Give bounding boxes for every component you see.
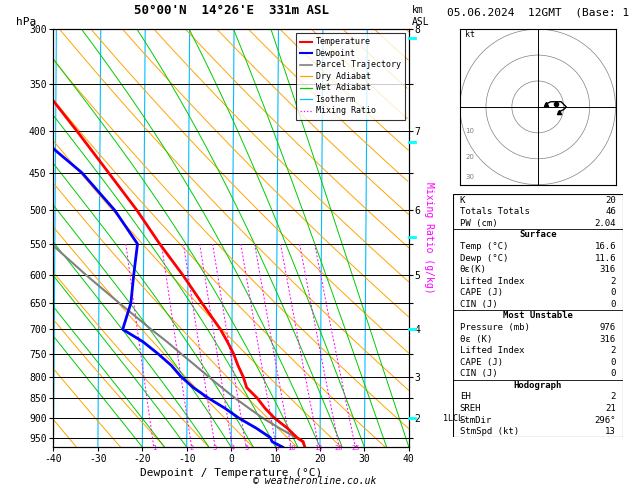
Text: 46: 46 [605, 207, 616, 216]
Text: 0: 0 [611, 300, 616, 309]
Text: 16.6: 16.6 [594, 242, 616, 251]
Text: 2: 2 [189, 445, 194, 451]
Text: 11.6: 11.6 [594, 254, 616, 262]
Text: 15: 15 [314, 445, 323, 451]
Text: 0: 0 [611, 358, 616, 366]
Text: 2.04: 2.04 [594, 219, 616, 228]
Text: Temp (°C): Temp (°C) [460, 242, 508, 251]
Text: CIN (J): CIN (J) [460, 369, 498, 378]
Text: 05.06.2024  12GMT  (Base: 12): 05.06.2024 12GMT (Base: 12) [447, 7, 629, 17]
Text: 3: 3 [213, 445, 217, 451]
Text: Surface: Surface [519, 230, 557, 240]
Text: Lifted Index: Lifted Index [460, 346, 524, 355]
Text: 2: 2 [611, 392, 616, 401]
Text: θε (K): θε (K) [460, 334, 492, 344]
Text: 2: 2 [611, 277, 616, 286]
Text: CAPE (J): CAPE (J) [460, 358, 503, 366]
Text: 20: 20 [605, 196, 616, 205]
Text: PW (cm): PW (cm) [460, 219, 498, 228]
Text: km
ASL: km ASL [412, 5, 430, 27]
Y-axis label: Mixing Ratio (g/kg): Mixing Ratio (g/kg) [424, 182, 434, 294]
Legend: Temperature, Dewpoint, Parcel Trajectory, Dry Adiabat, Wet Adiabat, Isotherm, Mi: Temperature, Dewpoint, Parcel Trajectory… [296, 34, 404, 120]
Text: 20: 20 [335, 445, 343, 451]
Text: 4: 4 [230, 445, 235, 451]
Text: CIN (J): CIN (J) [460, 300, 498, 309]
Text: θε(K): θε(K) [460, 265, 487, 274]
Text: 296°: 296° [594, 416, 616, 425]
Text: Hodograph: Hodograph [514, 381, 562, 390]
Text: 10: 10 [465, 128, 474, 134]
Text: Lifted Index: Lifted Index [460, 277, 524, 286]
Text: 5: 5 [244, 445, 248, 451]
Text: CAPE (J): CAPE (J) [460, 288, 503, 297]
Text: Totals Totals: Totals Totals [460, 207, 530, 216]
Text: Pressure (mb): Pressure (mb) [460, 323, 530, 332]
Text: K: K [460, 196, 465, 205]
Text: 21: 21 [605, 404, 616, 413]
Text: kt: kt [465, 30, 476, 39]
Text: 1: 1 [152, 445, 156, 451]
Text: 316: 316 [600, 265, 616, 274]
Text: Most Unstable: Most Unstable [503, 312, 573, 320]
Text: 20: 20 [465, 154, 474, 160]
Text: 976: 976 [600, 323, 616, 332]
Text: EH: EH [460, 392, 470, 401]
Text: 25: 25 [351, 445, 360, 451]
Text: 8: 8 [274, 445, 279, 451]
Text: 316: 316 [600, 334, 616, 344]
Text: 50°00'N  14°26'E  331m ASL: 50°00'N 14°26'E 331m ASL [133, 4, 329, 17]
Text: 1LCL: 1LCL [443, 414, 464, 423]
Text: hPa: hPa [16, 17, 36, 27]
Text: 10: 10 [287, 445, 295, 451]
Text: 13: 13 [605, 427, 616, 436]
Text: StmDir: StmDir [460, 416, 492, 425]
Text: 2: 2 [611, 346, 616, 355]
Text: 30: 30 [465, 174, 474, 180]
Text: © weatheronline.co.uk: © weatheronline.co.uk [253, 476, 376, 486]
Text: SREH: SREH [460, 404, 481, 413]
X-axis label: Dewpoint / Temperature (°C): Dewpoint / Temperature (°C) [140, 468, 322, 478]
Text: 0: 0 [611, 369, 616, 378]
Text: Dewp (°C): Dewp (°C) [460, 254, 508, 262]
Text: StmSpd (kt): StmSpd (kt) [460, 427, 519, 436]
Text: 0: 0 [611, 288, 616, 297]
